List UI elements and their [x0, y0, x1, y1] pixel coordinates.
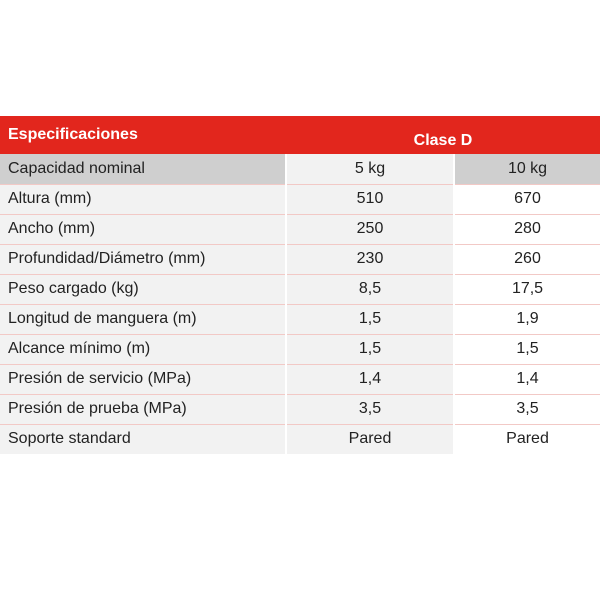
table-row: Presión de servicio (MPa) 1,4 1,4: [0, 364, 600, 395]
table-row: Presión de prueba (MPa) 3,5 3,5: [0, 394, 600, 425]
row-value-5kg: 3,5: [286, 394, 455, 425]
table-row: Soporte standard Pared Pared: [0, 424, 600, 454]
row-label: Alcance mínimo (m): [0, 334, 287, 365]
row-value-5kg: 5 kg: [286, 154, 455, 185]
row-value-10kg: 260: [454, 244, 600, 275]
row-value-5kg: 1,5: [286, 304, 455, 335]
row-label: Presión de prueba (MPa): [0, 394, 287, 425]
specifications-table: Especificaciones Clase D Capacidad nomin…: [0, 116, 600, 454]
table-row: Ancho (mm) 250 280: [0, 214, 600, 245]
row-label: Presión de servicio (MPa): [0, 364, 287, 395]
table-row: Capacidad nominal 5 kg 10 kg: [0, 154, 600, 185]
row-value-10kg: Pared: [454, 424, 600, 454]
table-row: Longitud de manguera (m) 1,5 1,9: [0, 304, 600, 335]
row-label: Altura (mm): [0, 184, 287, 215]
header-specifications: Especificaciones: [0, 116, 286, 154]
row-label: Soporte standard: [0, 424, 287, 454]
table-row: Alcance mínimo (m) 1,5 1,5: [0, 334, 600, 365]
table-row: Peso cargado (kg) 8,5 17,5: [0, 274, 600, 305]
row-label: Ancho (mm): [0, 214, 287, 245]
row-label: Peso cargado (kg): [0, 274, 287, 305]
row-value-5kg: 1,4: [286, 364, 455, 395]
row-value-5kg: 8,5: [286, 274, 455, 305]
row-value-5kg: 1,5: [286, 334, 455, 365]
row-value-5kg: 510: [286, 184, 455, 215]
table-row: Altura (mm) 510 670: [0, 184, 600, 215]
row-value-10kg: 670: [454, 184, 600, 215]
row-value-10kg: 1,4: [454, 364, 600, 395]
row-value-10kg: 3,5: [454, 394, 600, 425]
row-value-5kg: 230: [286, 244, 455, 275]
row-value-10kg: 10 kg: [454, 154, 600, 185]
row-value-5kg: Pared: [286, 424, 455, 454]
row-value-10kg: 1,9: [454, 304, 600, 335]
row-value-10kg: 280: [454, 214, 600, 245]
header-class-d: Clase D: [286, 116, 600, 154]
table-row: Profundidad/Diámetro (mm) 230 260: [0, 244, 600, 275]
row-value-5kg: 250: [286, 214, 455, 245]
row-value-10kg: 1,5: [454, 334, 600, 365]
row-label: Capacidad nominal: [0, 154, 287, 185]
row-label: Longitud de manguera (m): [0, 304, 287, 335]
table-header-row: Especificaciones Clase D: [0, 116, 600, 154]
row-label: Profundidad/Diámetro (mm): [0, 244, 287, 275]
row-value-10kg: 17,5: [454, 274, 600, 305]
